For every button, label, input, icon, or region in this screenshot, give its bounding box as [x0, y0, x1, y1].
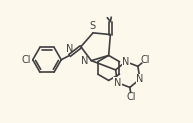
Text: N: N: [122, 57, 129, 67]
Text: Cl: Cl: [21, 55, 31, 65]
Text: N: N: [81, 56, 89, 67]
Text: S: S: [89, 21, 95, 31]
Text: N: N: [136, 74, 144, 84]
Text: Cl: Cl: [127, 92, 136, 102]
Text: N: N: [114, 78, 121, 88]
Text: N: N: [66, 44, 73, 54]
Text: Cl: Cl: [141, 55, 150, 65]
